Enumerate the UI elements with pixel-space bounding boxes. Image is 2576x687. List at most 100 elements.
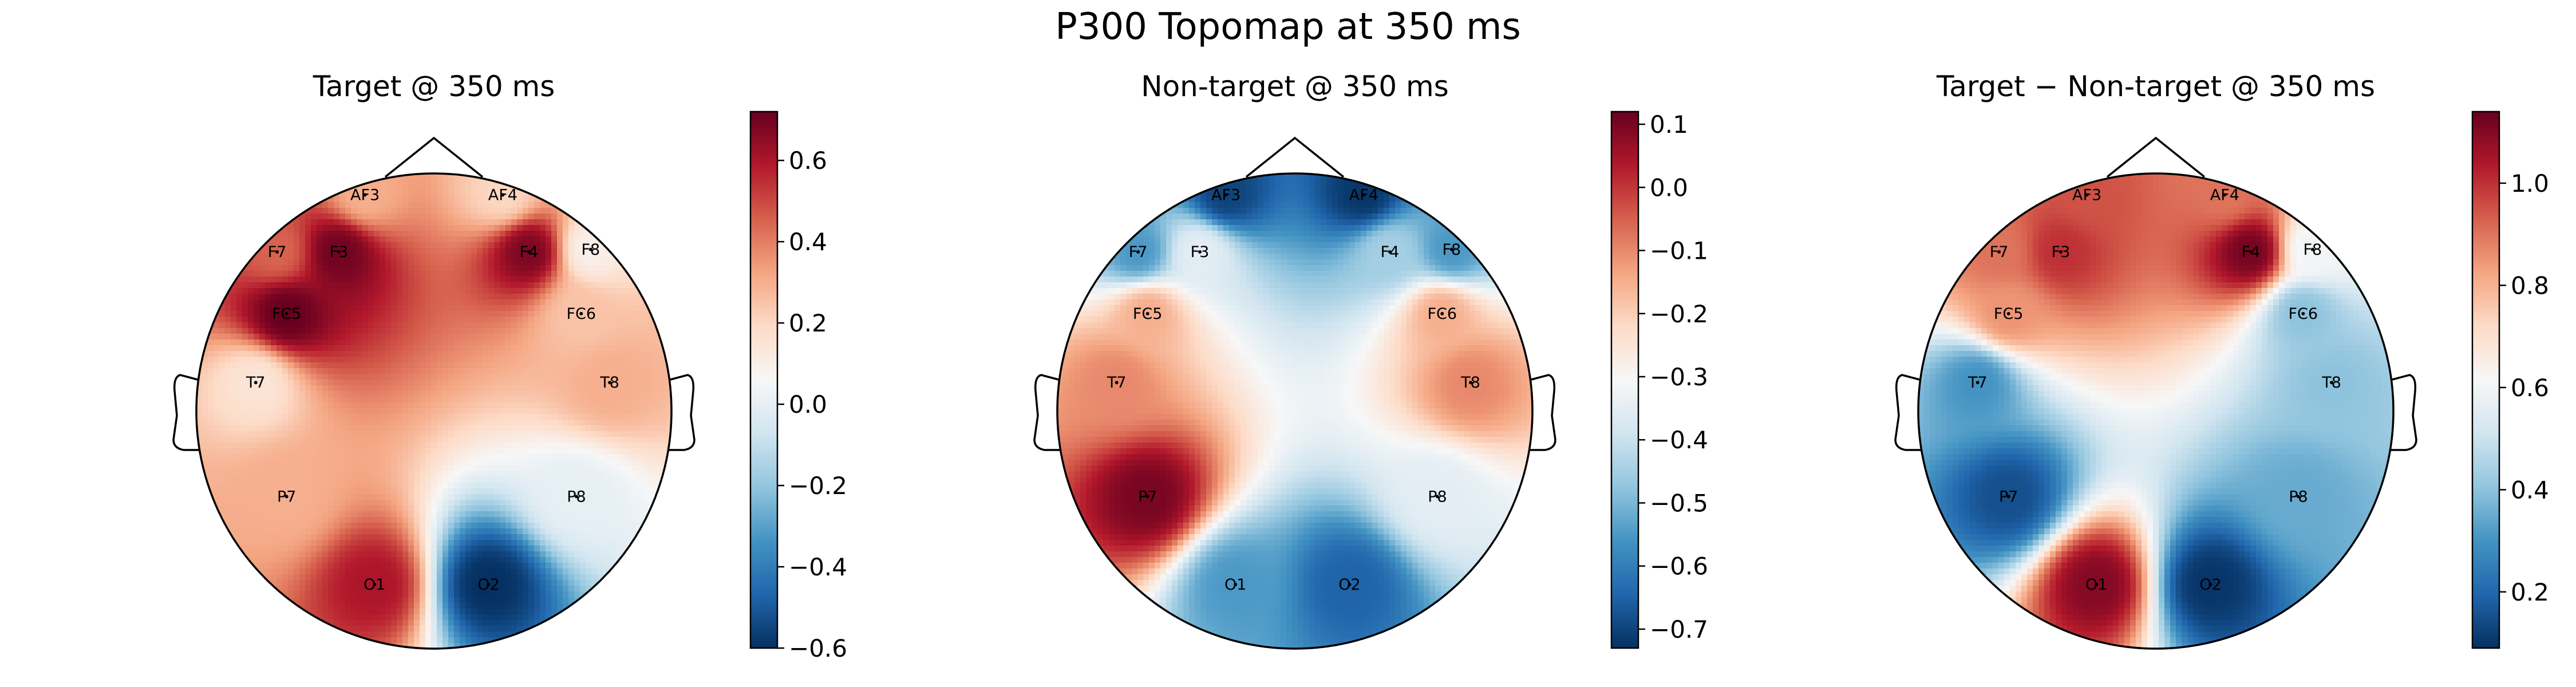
electrode-marker-af4 xyxy=(501,193,505,197)
electrode-label-f7: F7 xyxy=(1990,243,2009,261)
colorbar-tick-label: −0.6 xyxy=(1650,552,1708,581)
colorbar-tick-label: 0.2 xyxy=(789,309,827,337)
electrode-marker-o1 xyxy=(373,582,377,586)
electrode-marker-o2 xyxy=(1348,582,1352,586)
electrode-label-o2: O2 xyxy=(2199,576,2221,594)
panel-title: Target − Non-target @ 350 ms xyxy=(1936,70,2375,103)
electrode-label-t8: T8 xyxy=(2321,374,2341,392)
head-outline xyxy=(1917,172,2395,650)
right-ear-outline xyxy=(669,374,696,451)
colorbar-tick-label: 0.0 xyxy=(789,390,827,418)
figure-suptitle: P300 Topomap at 350 ms xyxy=(1055,6,1521,48)
colorbar-2: −0.7 −0.6 −0.5 −0.4 −0.3 −0.2 −0.1 0.0 0.1 xyxy=(1610,110,1708,649)
colorbar-tick-label: 0.4 xyxy=(789,228,827,256)
electrode-label-t7: T7 xyxy=(1107,374,1127,392)
electrode-label-af3: AF3 xyxy=(2072,186,2101,204)
electrode-label-p8: P8 xyxy=(2289,488,2308,506)
electrode-label-p8: P8 xyxy=(567,488,586,506)
colorbar-tick-label: −0.2 xyxy=(1650,300,1708,328)
colorbar-tick-label: 0.1 xyxy=(1650,110,1688,139)
electrode-marker-f3 xyxy=(1198,250,1202,254)
electrode-label-p7: P7 xyxy=(1999,488,2018,506)
electrode-label-f8: F8 xyxy=(1443,241,1461,259)
electrode-label-af3: AF3 xyxy=(350,186,380,204)
colorbar-tick-label: −0.1 xyxy=(1650,237,1708,265)
electrode-marker-t7 xyxy=(1976,381,1980,385)
colorbar-gradient xyxy=(1610,110,1639,649)
electrode-marker-f4 xyxy=(1388,250,1392,254)
electrode-label-fc6: FC6 xyxy=(1428,305,1457,323)
electrode-label-t7: T7 xyxy=(246,374,266,392)
panel-title: Target @ 350 ms xyxy=(313,70,555,103)
electrode-marker-af4 xyxy=(1362,193,1366,197)
colorbar-tick-label: −0.4 xyxy=(1650,426,1708,454)
colorbar-tick-label: 0.6 xyxy=(789,147,827,175)
electrode-label-p7: P7 xyxy=(277,488,296,506)
topomap-panel-3: Target − Non-target @ 350 ms AF3 AF4 F7 F3 F4… xyxy=(1894,70,2549,650)
electrode-marker-f7 xyxy=(275,250,279,254)
electrode-marker-p7 xyxy=(1145,495,1149,499)
electrode-label-af4: AF4 xyxy=(2210,186,2239,204)
left-ear-outline xyxy=(1033,374,1060,451)
electrode-label-f8: F8 xyxy=(2304,241,2322,259)
electrode-marker-p8 xyxy=(575,495,578,499)
electrode-label-af4: AF4 xyxy=(1349,186,1378,204)
right-ear-outline xyxy=(2391,374,2417,451)
electrode-label-fc5: FC5 xyxy=(1994,305,2024,323)
colorbar-tick-label: −0.7 xyxy=(1650,615,1708,643)
electrode-marker-f8 xyxy=(2310,247,2314,251)
electrode-label-f4: F4 xyxy=(1381,243,1400,261)
electrode-label-af4: AF4 xyxy=(488,186,517,204)
electrode-label-p8: P8 xyxy=(1428,488,1447,506)
electrode-label-f3: F3 xyxy=(330,243,349,261)
colorbar-tick-label: 0.0 xyxy=(1650,173,1688,202)
electrode-label-fc5: FC5 xyxy=(1133,305,1163,323)
electrode-marker-f4 xyxy=(527,250,531,254)
electrode-label-o2: O2 xyxy=(477,576,499,594)
electrode-label-f8: F8 xyxy=(582,241,600,259)
electrode-label-f4: F4 xyxy=(520,243,539,261)
electrode-marker-af4 xyxy=(2223,193,2227,197)
electrode-marker-af3 xyxy=(363,193,367,197)
electrode-marker-fc5 xyxy=(285,311,289,315)
electrode-marker-p8 xyxy=(2297,495,2300,499)
electrode-label-f7: F7 xyxy=(1129,243,1148,261)
electrode-marker-f7 xyxy=(1997,250,2001,254)
electrode-marker-f3 xyxy=(337,250,341,254)
electrode-marker-af3 xyxy=(2085,193,2089,197)
electrode-marker-t7 xyxy=(254,381,258,385)
electrode-marker-fc6 xyxy=(1440,311,1444,315)
electrode-label-o1: O1 xyxy=(2085,576,2107,594)
electrode-marker-fc6 xyxy=(2301,311,2305,315)
electrode-label-o1: O1 xyxy=(364,576,385,594)
electrode-label-t8: T8 xyxy=(1460,374,1480,392)
colorbar-gradient xyxy=(749,110,779,649)
right-ear-outline xyxy=(1530,374,1556,451)
electrode-marker-t8 xyxy=(1469,381,1473,385)
electrode-marker-o1 xyxy=(2095,582,2099,586)
nose-outline xyxy=(1245,136,1345,178)
electrode-label-t7: T7 xyxy=(1967,374,1988,392)
electrode-marker-f4 xyxy=(2249,250,2253,254)
electrode-label-f3: F3 xyxy=(1191,243,1210,261)
colorbar-1: −0.6 −0.4 −0.2 0.0 0.2 0.4 0.6 xyxy=(749,110,847,662)
colorbar-tick-label: −0.2 xyxy=(789,472,847,500)
topomap-panel-1: Target @ 350 ms AF3 AF4 F7 F3 F4 F8 FC5 FC6 T7 T8 P… xyxy=(172,70,847,662)
electrode-marker-o2 xyxy=(487,582,491,586)
electrode-marker-t8 xyxy=(608,381,612,385)
colorbar-tick-label: 0.6 xyxy=(2511,374,2549,402)
electrode-label-f4: F4 xyxy=(2242,243,2261,261)
electrode-label-o1: O1 xyxy=(1224,576,1246,594)
colorbar-tick-label: 1.0 xyxy=(2511,169,2549,198)
panel-title: Non-target @ 350 ms xyxy=(1141,70,1449,103)
electrode-marker-t8 xyxy=(2330,381,2334,385)
nose-outline xyxy=(2106,136,2206,178)
colorbar-tick-label: 0.8 xyxy=(2511,271,2549,299)
colorbar-tick-label: 0.4 xyxy=(2511,476,2549,504)
electrode-marker-fc5 xyxy=(2006,311,2010,315)
electrode-marker-p7 xyxy=(285,495,289,499)
colorbar-3: 0.2 0.4 0.6 0.8 1.0 xyxy=(2471,110,2549,649)
electrode-marker-af3 xyxy=(1224,193,1228,197)
electrode-marker-f3 xyxy=(2059,250,2063,254)
